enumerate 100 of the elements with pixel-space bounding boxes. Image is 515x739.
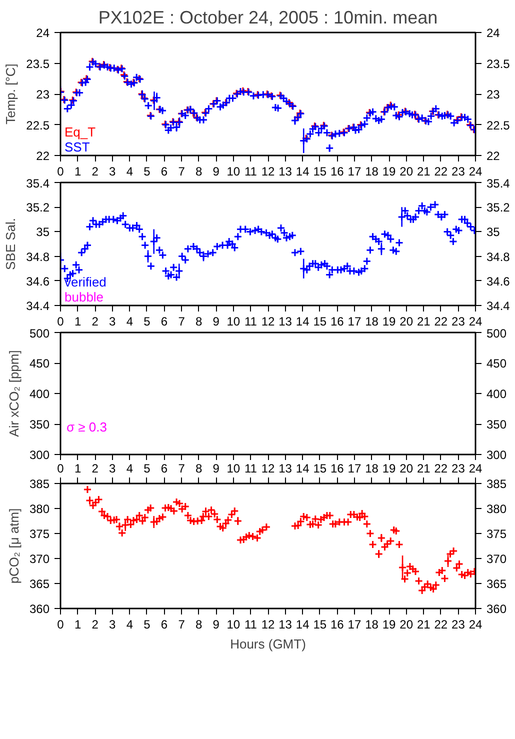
x-tick-label: 11	[244, 164, 258, 178]
y-tick-label: 380	[29, 502, 50, 516]
y2-tick-label: 34.4	[486, 299, 510, 313]
x-tick-label: 18	[365, 462, 379, 476]
x-tick-label: 8	[195, 164, 202, 178]
y2-tick-label: 24	[486, 26, 500, 40]
x-tick-label: 15	[313, 462, 327, 476]
x-tick-label: 9	[212, 314, 220, 328]
y2-tick-label: 365	[486, 577, 507, 591]
y-axis-title: Air xCO₂ [ppm]	[6, 350, 22, 437]
x-tick-label: 0	[57, 462, 64, 476]
x-tick-label: 18	[365, 314, 379, 328]
x2-tick-label: 10	[226, 618, 240, 632]
x-tick-label: 0	[57, 164, 64, 178]
y2-tick-label: 23.5	[486, 56, 510, 71]
x-tick-label: 19	[382, 462, 396, 476]
x-tick-label: 1	[74, 462, 82, 476]
x-tick-label: 13	[278, 164, 292, 178]
y2-tick-label: 400	[486, 387, 507, 401]
x2-tick-label: 22	[434, 618, 448, 632]
y2-tick-label: 23	[486, 88, 500, 102]
y2-tick-label: 350	[486, 418, 507, 432]
x-tick-label: 16	[330, 314, 344, 328]
y-tick-label: 450	[29, 356, 50, 370]
y-tick-label: 22	[36, 149, 50, 163]
x2-tick-label: 5	[144, 618, 151, 632]
y-tick-label: 370	[29, 552, 50, 566]
y2-tick-label: 300	[486, 448, 507, 462]
y2-tick-label: 34.8	[486, 250, 510, 264]
x-tick-label: 5	[144, 164, 151, 178]
x-tick-label: 6	[160, 314, 168, 328]
x2-tick-label: 3	[109, 618, 116, 632]
x2-tick-label: 11	[244, 618, 258, 632]
chart-title: PX102E : October 24, 2005 : 10min. mean	[98, 8, 438, 28]
x-tick-label: 2	[92, 314, 99, 328]
series-label: Eq_T	[64, 124, 96, 140]
x-tick-label: 23	[452, 314, 466, 328]
x-tick-label: 15	[313, 164, 327, 178]
y2-tick-label: 360	[486, 602, 507, 616]
x-tick-label: 9	[212, 164, 220, 178]
x2-tick-label: 6	[160, 618, 168, 632]
x2-tick-label: 15	[313, 618, 327, 632]
x-tick-label: 11	[244, 314, 258, 328]
x-tick-label: 8	[195, 462, 202, 476]
y2-tick-label: 375	[486, 527, 507, 541]
x2-tick-label: 20	[400, 618, 414, 632]
y-tick-label: 375	[29, 527, 50, 541]
x-tick-label: 2	[92, 164, 99, 178]
y2-tick-label: 35	[486, 225, 500, 240]
x2-tick-label: 2	[92, 618, 99, 632]
x2-tick-label: 12	[261, 618, 275, 632]
x-tick-label: 7	[178, 164, 186, 178]
y-axis-title: Temp. [°C]	[3, 64, 18, 124]
x-tick-label: 18	[365, 164, 379, 178]
y-tick-label: 400	[29, 387, 50, 401]
y2-tick-label: 380	[486, 502, 507, 516]
y2-tick-label: 370	[486, 552, 507, 566]
x-tick-label: 4	[126, 314, 134, 328]
y-tick-label: 23.5	[26, 56, 50, 71]
y-tick-label: 23	[36, 88, 50, 102]
y-axis-title: SBE Sal.	[3, 218, 18, 270]
x-tick-label: 0	[57, 314, 64, 328]
x-tick-label: 3	[109, 164, 116, 178]
x2-tick-label: 9	[212, 618, 220, 632]
x-tick-label: 6	[160, 462, 168, 476]
y2-tick-label: 500	[486, 326, 507, 340]
x2-tick-label: 17	[348, 618, 362, 632]
x-tick-label: 22	[434, 164, 448, 178]
series-label: verified	[64, 274, 106, 290]
x-tick-label: 1	[74, 164, 82, 178]
x-tick-label: 3	[109, 314, 116, 328]
y2-tick-label: 22.5	[486, 118, 510, 132]
x-axis-title: Hours (GMT)	[230, 636, 306, 652]
x-tick-label: 7	[178, 314, 186, 328]
y-tick-label: 360	[29, 602, 50, 616]
x-tick-label: 17	[348, 314, 362, 328]
annotation: σ ≥ 0.3	[66, 420, 107, 434]
y-tick-label: 365	[29, 577, 50, 591]
y2-tick-label: 385	[486, 477, 507, 491]
x-tick-label: 20	[400, 462, 414, 476]
x-tick-label: 12	[261, 314, 275, 328]
x2-tick-label: 4	[126, 618, 134, 632]
x2-tick-label: 13	[278, 618, 292, 632]
x-tick-label: 3	[109, 462, 116, 476]
y-tick-label: 385	[29, 477, 50, 491]
x-tick-label: 2	[92, 462, 99, 476]
y-tick-label: 500	[29, 326, 50, 340]
y-tick-label: 34.8	[26, 250, 50, 264]
x-tick-label: 12	[261, 462, 275, 476]
x2-tick-label: 8	[195, 618, 202, 632]
x-tick-label: 9	[212, 462, 220, 476]
y-tick-label: 350	[29, 418, 50, 432]
x2-tick-label: 0	[57, 618, 64, 632]
x-tick-label: 17	[348, 164, 362, 178]
y-tick-label: 35.4	[26, 176, 50, 190]
y-tick-label: 35	[36, 225, 50, 240]
x-tick-label: 22	[434, 462, 448, 476]
y-axis-title: pCO₂ [μ atm]	[6, 508, 22, 584]
x-tick-label: 14	[296, 314, 310, 328]
x-tick-label: 6	[160, 164, 168, 178]
